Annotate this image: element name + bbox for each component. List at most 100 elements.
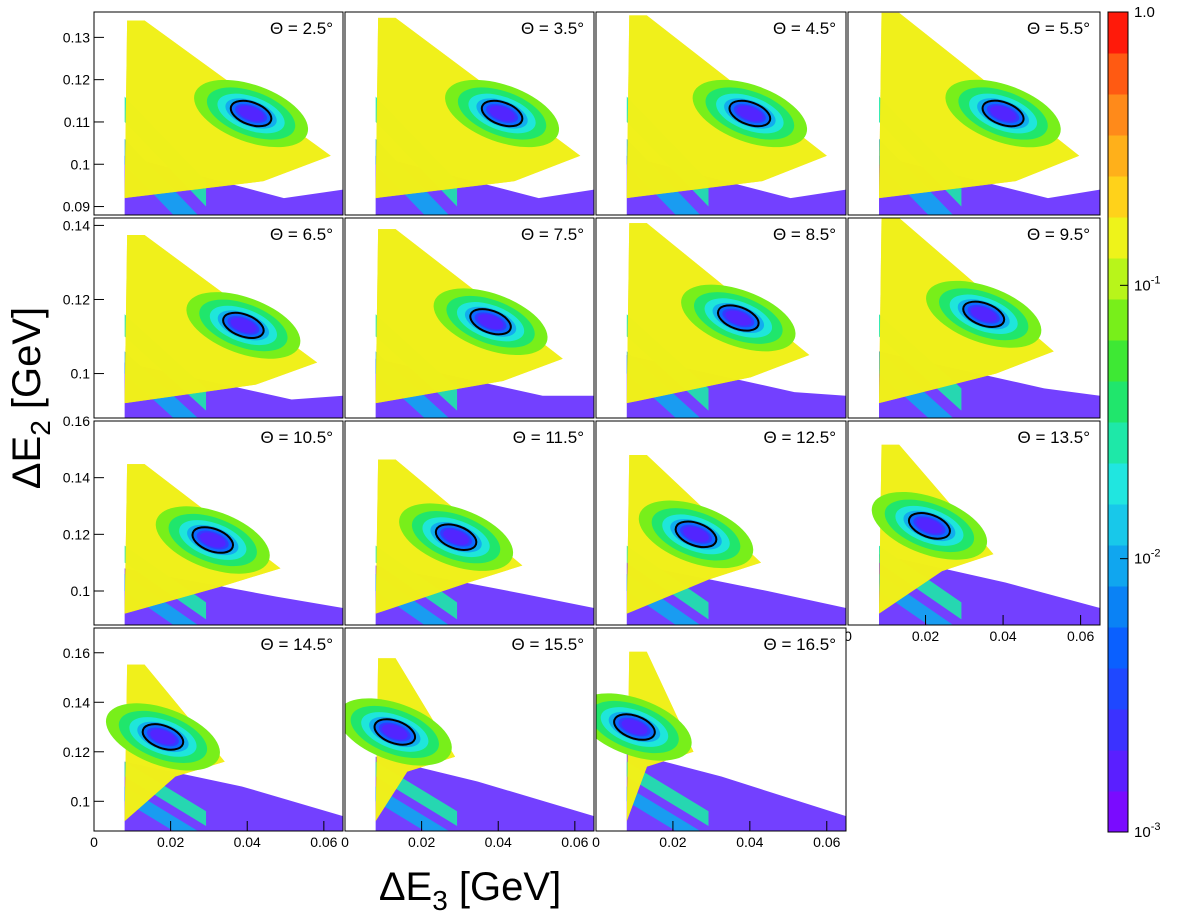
x-tick-label: 0 (592, 834, 600, 850)
panel-frame (93, 11, 344, 216)
selection-ellipse (373, 718, 417, 746)
selection-ellipse (229, 99, 273, 128)
colorbar-segment (1108, 258, 1128, 300)
panel-frame (847, 11, 1101, 216)
heatmap-panel: Θ = 13.5° 0 0.02 0.04 0.06 (844, 420, 1101, 644)
heatmap-panel: Θ = 5.5° (847, 11, 1101, 216)
panel-label: Θ = 12.5° (764, 428, 836, 447)
panel-frame (344, 420, 595, 626)
selection-ellipse (191, 526, 235, 554)
y-tick-label: 0.12 (63, 744, 90, 760)
colorbar-segment (1108, 217, 1128, 259)
density-contour (199, 532, 226, 548)
y-axis-title-sub: 2 (25, 420, 56, 436)
x-tick-label: 0 (341, 834, 349, 850)
panel-label: Θ = 7.5° (521, 225, 584, 244)
colorbar-frame (1107, 11, 1129, 833)
panel-label: Θ = 3.5° (521, 19, 584, 38)
secondary-stripe (626, 761, 709, 827)
panel-frame (93, 627, 344, 832)
panel-label: Θ = 4.5° (773, 19, 836, 38)
y-tick-label: 0.14 (63, 217, 90, 233)
x-axis-title-main: ΔE (379, 865, 432, 909)
panel-frame (93, 420, 344, 626)
selection-ellipse (981, 99, 1025, 128)
y-tick-label: 0.1 (71, 793, 91, 809)
y-tick-label: 0.1 (71, 366, 91, 382)
selection-ellipse (434, 523, 478, 551)
selection-ellipse (480, 99, 524, 128)
x-tick-label: 0.06 (561, 834, 588, 850)
background-band (375, 756, 594, 831)
colorbar-tick-label: 10-3 (1134, 821, 1160, 841)
x-tick-label: 0.04 (234, 834, 261, 850)
x-tick-label: 0.02 (157, 834, 184, 850)
y-tick-label: 0.12 (63, 526, 90, 542)
density-contour (477, 314, 504, 330)
x-tick-label: 0.02 (659, 834, 686, 850)
density-contour (238, 105, 264, 122)
panel-label: Θ = 14.5° (261, 635, 333, 654)
colorbar-tick-label: 10-2 (1134, 548, 1160, 568)
x-tick-label: 0.06 (310, 834, 337, 850)
y-tick-label: 0.12 (63, 291, 90, 307)
colorbar-segment (1108, 504, 1128, 546)
density-contour (725, 310, 752, 326)
heatmap-panel: Θ = 4.5° (595, 11, 847, 216)
panel-frame (344, 11, 595, 216)
colorbar-segment (1108, 94, 1128, 136)
x-tick-label: 0.04 (485, 834, 512, 850)
heatmap-panel: Θ = 15.5° 0 0.02 0.04 0.06 (341, 627, 595, 850)
colorbar-segment (1108, 12, 1128, 54)
panel-label: Θ = 13.5° (1018, 428, 1090, 447)
panel-label: Θ = 6.5° (270, 225, 333, 244)
y-tick-label: 0.13 (63, 29, 90, 45)
y-tick-label: 0.11 (64, 114, 90, 130)
colorbar-segment (1108, 750, 1128, 792)
density-contour (990, 105, 1017, 122)
secondary-stripe (375, 786, 449, 831)
heatmap-panel: Θ = 8.5° (595, 217, 847, 419)
panel-frame (595, 217, 847, 419)
x-tick-label: 0.06 (1067, 628, 1094, 644)
heatmap-panel: Θ = 14.5° 0.1 0.12 0.14 0.16 0 0.02 0.04 0.06 (63, 627, 344, 850)
selection-ellipse (613, 713, 656, 741)
panel-grid: Θ = 2.5° 0.09 0.1 0.11 0.12 0.13 Θ = 3.5° Θ = 4… (63, 11, 1101, 850)
x-axis-title: ΔE3 [GeV] (379, 865, 561, 916)
density-contour (150, 729, 176, 745)
selection-ellipse (716, 304, 760, 332)
y-tick-label: 0.14 (63, 694, 90, 710)
selection-ellipse (674, 520, 718, 549)
density-contour (230, 317, 257, 333)
colorbar-segment (1108, 299, 1128, 341)
colorbar-segment (1108, 627, 1128, 669)
panel-frame (595, 627, 847, 832)
heatmap-panel: Θ = 7.5° (344, 217, 595, 419)
colorbar-segment (1108, 340, 1128, 382)
panel-frame (847, 420, 1101, 626)
heatmap-panel: Θ = 16.5° 0 0.02 0.04 0.06 (592, 627, 847, 850)
density-contour (443, 529, 469, 545)
colorbar: 1.0 10-1 10-2 10-3 (1107, 4, 1160, 841)
secondary-stripe (879, 574, 954, 625)
colorbar-segment (1108, 463, 1128, 505)
panel-label: Θ = 8.5° (773, 225, 836, 244)
x-tick-label: 0 (844, 628, 852, 644)
y-tick-label: 0.1 (71, 583, 91, 599)
heatmap-panel: Θ = 2.5° 0.09 0.1 0.11 0.12 0.13 (63, 11, 344, 216)
panel-frame (93, 217, 344, 419)
panel-label: Θ = 11.5° (513, 428, 584, 447)
density-contour (916, 518, 943, 534)
x-tick-label: 0 (90, 834, 98, 850)
x-tick-label: 0.02 (912, 628, 939, 644)
density-contour (970, 306, 997, 322)
selection-ellipse (222, 311, 265, 340)
background-band (626, 751, 846, 831)
colorbar-segment (1108, 381, 1128, 423)
colorbar-tick-label: 1.0 (1134, 4, 1155, 21)
y-tick-label: 0.16 (63, 645, 90, 661)
heatmap-panel: Θ = 9.5° (847, 217, 1101, 419)
panel-frame (344, 217, 595, 419)
colorbar-segment (1108, 545, 1128, 587)
colorbar-segment (1108, 135, 1128, 177)
